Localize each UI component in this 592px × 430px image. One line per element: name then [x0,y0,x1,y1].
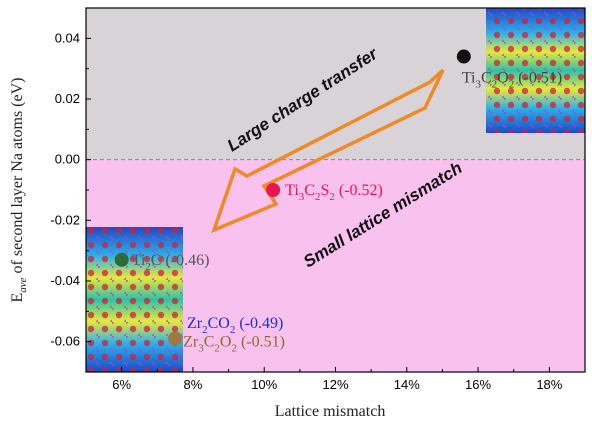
y-tick-label: 0.02 [55,91,80,106]
x-axis-title: Lattice mismatch [275,403,386,420]
data-point [114,252,129,267]
x-tick-label: 10% [251,377,277,392]
y-tick-label: -0.02 [50,212,80,227]
x-tick-label: 12% [322,377,348,392]
y-tick-label: -0.06 [50,334,80,349]
y-tick-label: -0.04 [50,273,80,288]
data-point-label: Zr3C2O2 (-0.51) [183,334,285,355]
y-axis-title: Eave of second layer Na atoms (eV) [9,78,29,303]
charge-density-inset-top [486,8,585,133]
y-tick-label: 0.00 [55,152,80,167]
data-point [266,183,281,197]
data-point-label: Ti2C (-0.46) [132,252,210,273]
data-point-label: Ti3C2O2 (-0.51) [462,70,562,91]
x-tick-label: 18% [536,377,562,392]
trend-arrow-outline [211,68,445,234]
trend-arrow [211,68,445,234]
y-tick-label: 0.04 [55,30,80,45]
charge-density-inset-left [86,227,183,372]
data-point [168,331,183,346]
x-tick-label: 16% [465,377,491,392]
x-tick-label: 8% [184,377,203,392]
data-point [456,49,471,64]
x-tick-label: 14% [394,377,420,392]
data-point-label: Ti3C2S2 (-0.52) [285,182,383,203]
data-point-label: Zr2CO2 (-0.49) [187,315,283,336]
x-tick-label: 6% [112,377,131,392]
